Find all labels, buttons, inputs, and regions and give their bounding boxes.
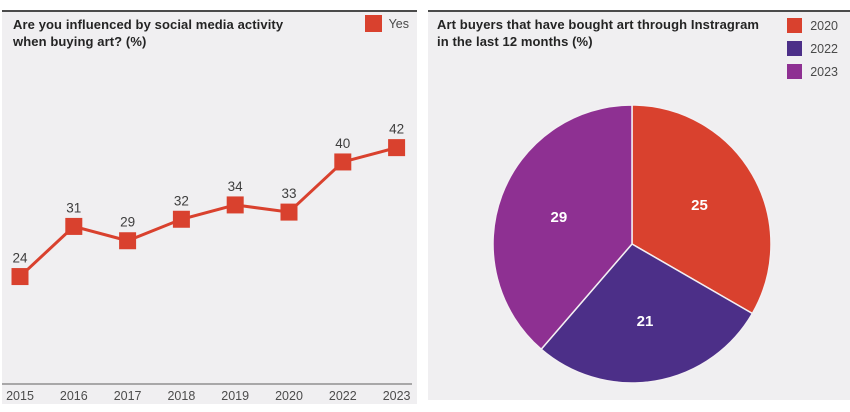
legend-label-2020: 2020 xyxy=(810,18,838,33)
data-point-marker xyxy=(65,217,83,235)
x-axis-tick-label: 2019 xyxy=(221,389,249,403)
pie-slice-2020 xyxy=(631,104,772,315)
legend-swatch-2023 xyxy=(787,64,803,79)
panel-top-rule xyxy=(428,10,850,12)
legend-label-2023: 2023 xyxy=(810,64,838,79)
legend-item-2020: 2020 xyxy=(787,18,838,33)
pie-slice-2022 xyxy=(540,243,754,384)
data-point-label: 40 xyxy=(335,136,350,151)
data-point-label: 32 xyxy=(174,193,189,208)
data-point-label: 24 xyxy=(12,251,28,266)
line-chart: 24 31 29 32 34 33 40 42 2015 2016 2017 2018 2019 2020… xyxy=(2,122,412,403)
legend-label-2022: 2022 xyxy=(810,41,838,56)
legend-swatch-2022 xyxy=(787,41,803,56)
pie-slice-2023 xyxy=(492,104,633,350)
x-axis-tick-label: 2023 xyxy=(383,389,411,403)
legend-label-yes: Yes xyxy=(388,16,409,31)
legend-item-2023: 2023 xyxy=(787,64,838,79)
data-point-label: 29 xyxy=(120,215,135,230)
line-chart-title: Are you influenced by social media activ… xyxy=(13,17,284,50)
x-axis-tick-label: 2022 xyxy=(329,389,357,403)
x-axis-tick-label: 2016 xyxy=(60,389,88,403)
data-point-marker xyxy=(11,268,29,286)
x-axis-tick-label: 2020 xyxy=(275,389,303,403)
data-point-marker xyxy=(280,203,298,221)
x-axis-tick-label: 2015 xyxy=(6,389,34,403)
data-point-marker xyxy=(334,153,352,171)
pie-slice-label: 29 xyxy=(551,209,568,226)
pie-chart-legend: 2020 2022 2023 xyxy=(787,18,838,79)
legend-item-2022: 2022 xyxy=(787,41,838,56)
data-point-label: 42 xyxy=(389,122,404,137)
data-point-label: 31 xyxy=(66,200,81,215)
data-point-marker xyxy=(226,196,244,214)
pie-slice-label: 21 xyxy=(637,313,654,330)
x-axis-tick-label: 2018 xyxy=(167,389,195,403)
data-point-marker xyxy=(172,210,190,228)
data-point-label: 34 xyxy=(228,179,244,194)
panel-top-rule xyxy=(2,10,417,12)
pie-chart: 25 21 29 xyxy=(492,104,772,384)
line-series xyxy=(18,146,397,278)
data-point-marker xyxy=(388,139,406,157)
line-chart-legend: Yes xyxy=(364,15,409,32)
legend-swatch-2020 xyxy=(787,18,803,33)
pie-chart-title: Art buyers that have bought art through … xyxy=(437,17,760,50)
pie-chart-panel: Art buyers that have bought art through … xyxy=(428,10,850,400)
line-chart-panel: Are you influenced by social media activ… xyxy=(2,10,417,404)
data-point-label: 33 xyxy=(281,186,296,201)
legend-swatch-yes xyxy=(364,15,382,32)
x-axis-tick-label: 2017 xyxy=(114,389,142,403)
pie-slice-label: 25 xyxy=(691,197,708,214)
data-point-marker xyxy=(119,232,137,250)
